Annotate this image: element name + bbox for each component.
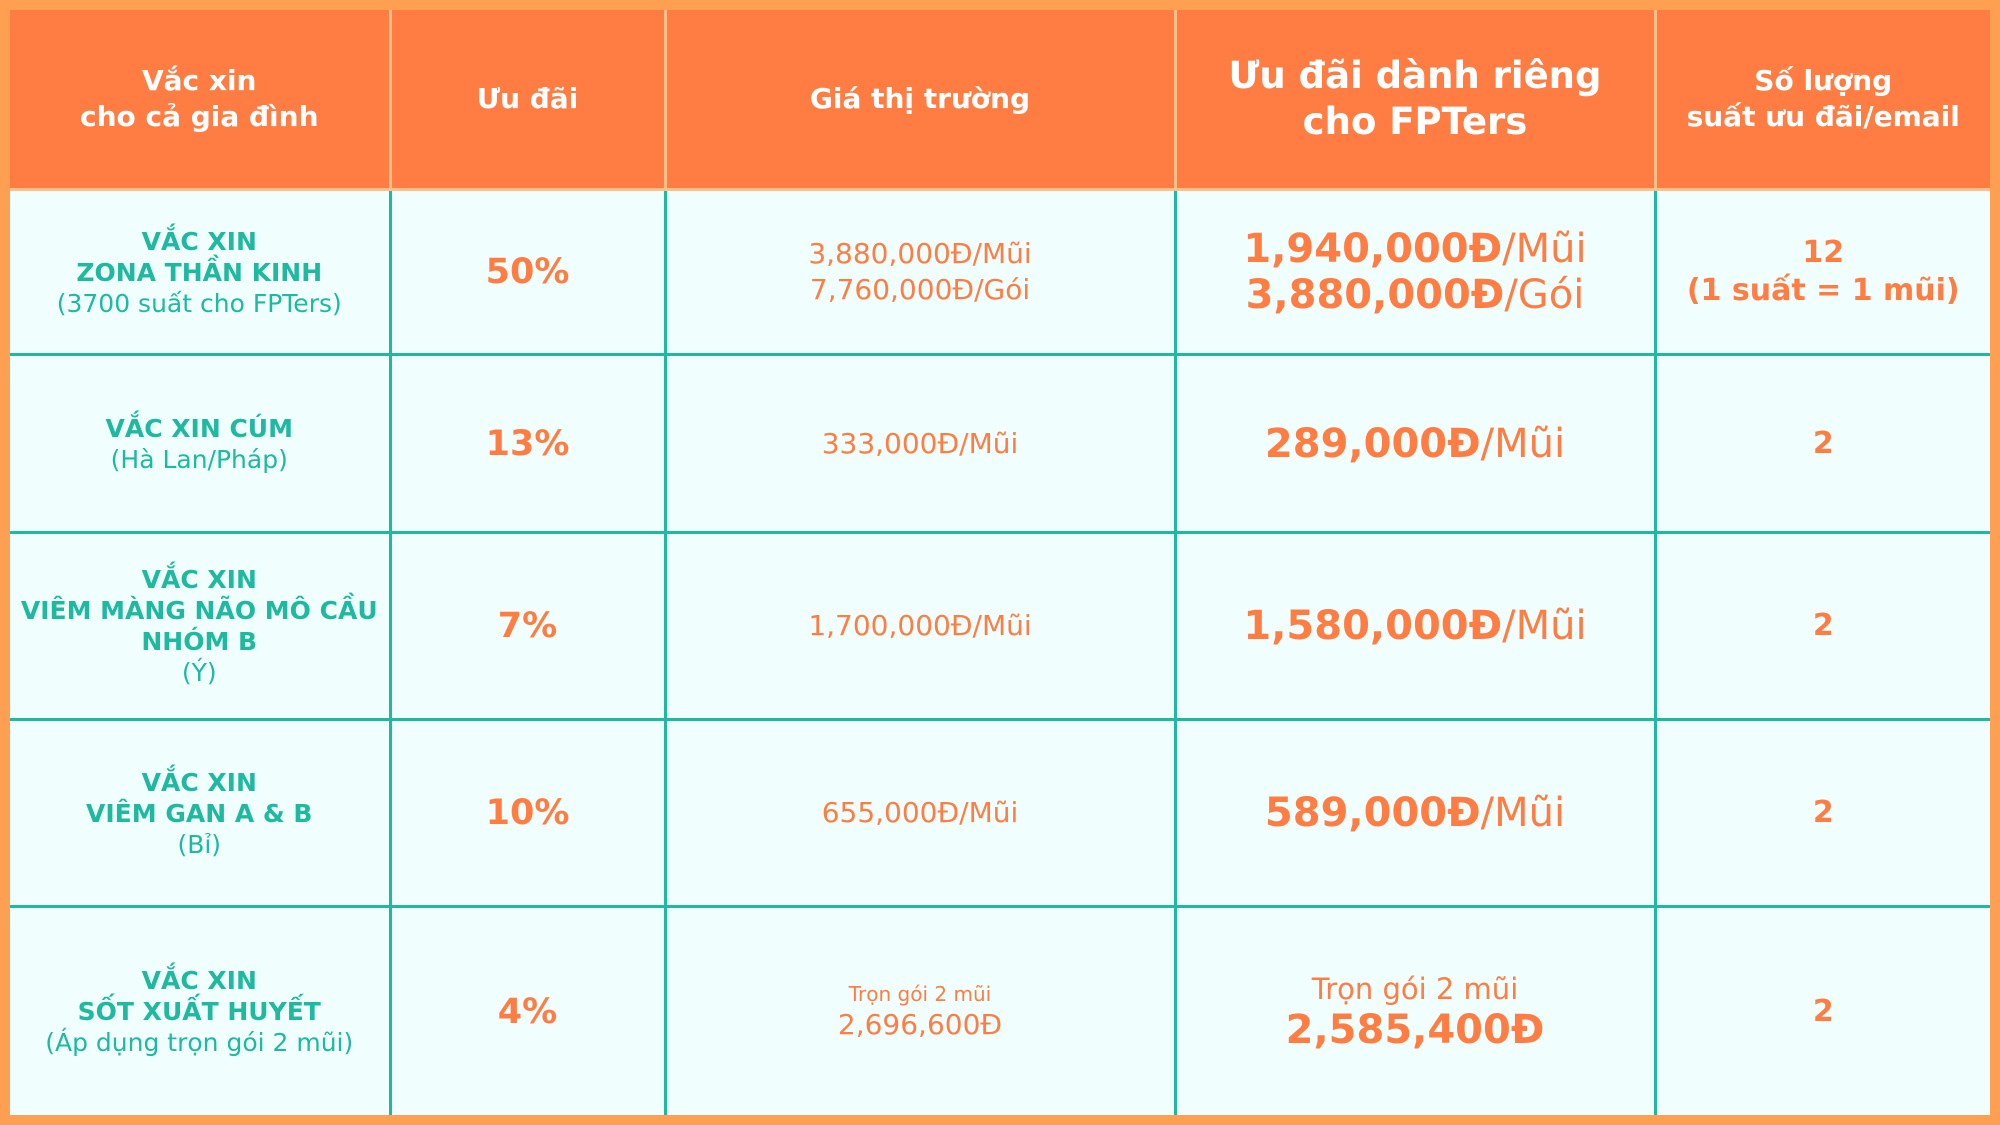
header-discount-label: Ưu đãi <box>476 82 579 115</box>
vaccine-note: (Bỉ) <box>177 829 222 859</box>
market-price: 2,696,600Đ <box>837 1007 1003 1041</box>
fpt-price-line: 1,940,000Đ/Mũi <box>1183 226 1648 272</box>
fpt-unit: /Gói <box>1504 272 1585 318</box>
vaccine-name: SỐT XUẤT HUYẾT <box>77 997 321 1026</box>
header-discount: Ưu đãi <box>388 10 667 191</box>
vaccine-offer-frame: Vắc xin cho cả gia đình Ưu đãi Giá thị t… <box>10 10 1990 1115</box>
header-market-price: Giá thị trường <box>663 10 1177 191</box>
vaccine-cell: VẮC XIN ZONA THẦN KINH (3700 suất cho FP… <box>10 188 392 356</box>
fpt-unit: /Mũi <box>1480 790 1566 836</box>
fpt-price-line: 3,880,000Đ/Gói <box>1183 272 1648 318</box>
fpt-price: 1,580,000Đ <box>1243 603 1503 649</box>
discount-cell: 10% <box>388 718 667 908</box>
quantity-cell: 2 <box>1653 718 1990 908</box>
discount-cell: 50% <box>388 188 667 356</box>
market-price: 3,880,000Đ/Mũi <box>808 237 1032 270</box>
discount-value: 10% <box>485 793 570 833</box>
quantity-value: 2 <box>1812 425 1834 461</box>
table-row: VẮC XIN VIÊM GAN A & B (Bỉ) 10% 655,000Đ… <box>10 718 1990 908</box>
fpt-price: 3,880,000Đ <box>1245 272 1505 318</box>
vaccine-name: VẮC XIN <box>141 767 257 797</box>
vaccine-name: VẮC XIN <box>141 226 257 256</box>
vaccine-name: VIÊM GAN A & B <box>86 798 313 828</box>
discount-value: 4% <box>497 991 558 1032</box>
header-fpt-line1: Ưu đãi dành riêng <box>1228 54 1602 97</box>
market-price-cell: Trọn gói 2 mũi 2,696,600Đ <box>663 905 1177 1115</box>
market-price: 655,000Đ/Mũi <box>821 796 1019 829</box>
discount-cell: 4% <box>388 905 667 1115</box>
header-market-label: Giá thị trường <box>809 82 1031 115</box>
fpt-price-cell: 289,000Đ/Mũi <box>1173 353 1657 534</box>
quantity-cell: 2 <box>1653 905 1990 1115</box>
vaccine-cell: VẮC XIN CÚM (Hà Lan/Pháp) <box>10 353 392 534</box>
table-row: VẮC XIN ZONA THẦN KINH (3700 suất cho FP… <box>10 188 1990 356</box>
fpt-price-cell: 1,580,000Đ/Mũi <box>1173 531 1657 721</box>
quantity-value: 2 <box>1812 795 1834 830</box>
vaccine-note: (3700 suất cho FPTers) <box>56 288 342 318</box>
table-row: VẮC XIN SỐT XUẤT HUYẾT (Áp dụng trọn gói… <box>10 905 1990 1115</box>
fpt-price-cell: Trọn gói 2 mũi 2,585,400Đ <box>1173 905 1657 1115</box>
vaccine-name: VẮC XIN <box>141 565 257 594</box>
fpt-price-line: 1,580,000Đ/Mũi <box>1183 603 1648 649</box>
vaccine-note: (Ý) <box>181 658 217 687</box>
quantity-cell: 2 <box>1653 353 1990 534</box>
fpt-price-line: 2,585,400Đ <box>1183 1007 1648 1053</box>
quantity-note: (1 suất = 1 mũi) <box>1686 273 1960 308</box>
vaccine-name: ZONA THẦN KINH <box>76 257 323 287</box>
market-price-cell: 655,000Đ/Mũi <box>663 718 1177 908</box>
market-price-cell: 1,700,000Đ/Mũi <box>663 531 1177 721</box>
vaccine-note: (Hà Lan/Pháp) <box>110 444 288 474</box>
table-row: VẮC XIN CÚM (Hà Lan/Pháp) 13% 333,000Đ/M… <box>10 353 1990 534</box>
vaccine-name: VIÊM MÀNG NÃO MÔ CẦU <box>20 596 378 625</box>
header-quantity-line2: suất ưu đãi/email <box>1686 100 1960 133</box>
discount-cell: 13% <box>388 353 667 534</box>
header-quantity: Số lượng suất ưu đãi/email <box>1653 10 1990 191</box>
fpt-price-cell: 589,000Đ/Mũi <box>1173 718 1657 908</box>
discount-cell: 7% <box>388 531 667 721</box>
market-price-cell: 3,880,000Đ/Mũi 7,760,000Đ/Gói <box>663 188 1177 356</box>
header-quantity-line1: Số lượng <box>1754 64 1893 97</box>
fpt-unit: /Mũi <box>1480 420 1566 467</box>
quantity-value: 2 <box>1812 608 1834 643</box>
fpt-price: 589,000Đ <box>1264 790 1481 836</box>
discount-value: 7% <box>497 606 558 646</box>
header-vaccine-line2: cho cả gia đình <box>79 100 319 133</box>
market-price: 7,760,000Đ/Gói <box>809 273 1031 306</box>
discount-value: 50% <box>485 252 570 292</box>
quantity-cell: 12 (1 suất = 1 mũi) <box>1653 188 1990 356</box>
vaccine-cell: VẮC XIN SỐT XUẤT HUYẾT (Áp dụng trọn gói… <box>10 905 392 1115</box>
vaccine-name: NHÓM B <box>141 627 258 656</box>
header-vaccine: Vắc xin cho cả gia đình <box>10 10 392 191</box>
header-fpt-offer: Ưu đãi dành riêng cho FPTers <box>1173 10 1657 191</box>
vaccine-cell: VẮC XIN VIÊM GAN A & B (Bỉ) <box>10 718 392 908</box>
fpt-price-line: 589,000Đ/Mũi <box>1183 790 1648 836</box>
fpt-unit: /Mũi <box>1502 603 1587 649</box>
fpt-unit: /Mũi <box>1502 226 1587 272</box>
header-row: Vắc xin cho cả gia đình Ưu đãi Giá thị t… <box>10 10 1990 191</box>
vaccine-name: VẮC XIN <box>141 966 257 995</box>
quantity-value: 12 <box>1802 235 1845 270</box>
fpt-price: 289,000Đ <box>1264 420 1481 467</box>
discount-value: 13% <box>485 423 570 464</box>
market-price: 333,000Đ/Mũi <box>821 426 1019 460</box>
quantity-cell: 2 <box>1653 531 1990 721</box>
header-vaccine-line1: Vắc xin <box>141 64 257 97</box>
fpt-price-line: 289,000Đ/Mũi <box>1183 421 1648 467</box>
market-price: 1,700,000Đ/Mũi <box>808 609 1032 642</box>
quantity-value: 2 <box>1812 993 1834 1029</box>
vaccine-name: VẮC XIN CÚM <box>105 413 293 443</box>
market-price-cell: 333,000Đ/Mũi <box>663 353 1177 534</box>
fpt-price-note: Trọn gói 2 mũi <box>1311 971 1519 1006</box>
vaccine-note: (Áp dụng trọn gói 2 mũi) <box>45 1028 354 1057</box>
vaccine-offer-table: Vắc xin cho cả gia đình Ưu đãi Giá thị t… <box>10 10 1990 1115</box>
header-fpt-line2: cho FPTers <box>1302 100 1528 143</box>
fpt-price: 1,940,000Đ <box>1243 226 1503 272</box>
fpt-price-cell: 1,940,000Đ/Mũi 3,880,000Đ/Gói <box>1173 188 1657 356</box>
fpt-price: 2,585,400Đ <box>1285 1006 1545 1053</box>
market-price-note: Trọn gói 2 mũi <box>848 981 992 1006</box>
vaccine-cell: VẮC XIN VIÊM MÀNG NÃO MÔ CẦU NHÓM B (Ý) <box>10 531 392 721</box>
table-row: VẮC XIN VIÊM MÀNG NÃO MÔ CẦU NHÓM B (Ý) … <box>10 531 1990 721</box>
